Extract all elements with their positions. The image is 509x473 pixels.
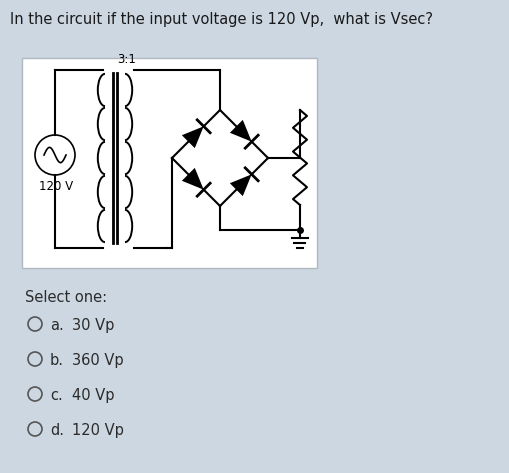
- Text: 3:1: 3:1: [117, 53, 135, 66]
- Polygon shape: [182, 126, 203, 148]
- Text: Select one:: Select one:: [25, 290, 107, 305]
- Text: b.: b.: [50, 353, 64, 368]
- Text: d.: d.: [50, 423, 64, 438]
- Text: In the circuit if the input voltage is 120 Vp,  what is Vsec?: In the circuit if the input voltage is 1…: [10, 12, 432, 27]
- Text: 360 Vp: 360 Vp: [72, 353, 123, 368]
- Text: 120 Vp: 120 Vp: [72, 423, 124, 438]
- Text: a.: a.: [50, 318, 64, 333]
- Polygon shape: [230, 120, 251, 142]
- FancyBboxPatch shape: [22, 58, 317, 268]
- Text: 40 Vp: 40 Vp: [72, 388, 115, 403]
- Text: c.: c.: [50, 388, 63, 403]
- Polygon shape: [230, 175, 251, 196]
- Text: 30 Vp: 30 Vp: [72, 318, 114, 333]
- Polygon shape: [182, 168, 203, 190]
- Text: 120 V: 120 V: [39, 180, 73, 193]
